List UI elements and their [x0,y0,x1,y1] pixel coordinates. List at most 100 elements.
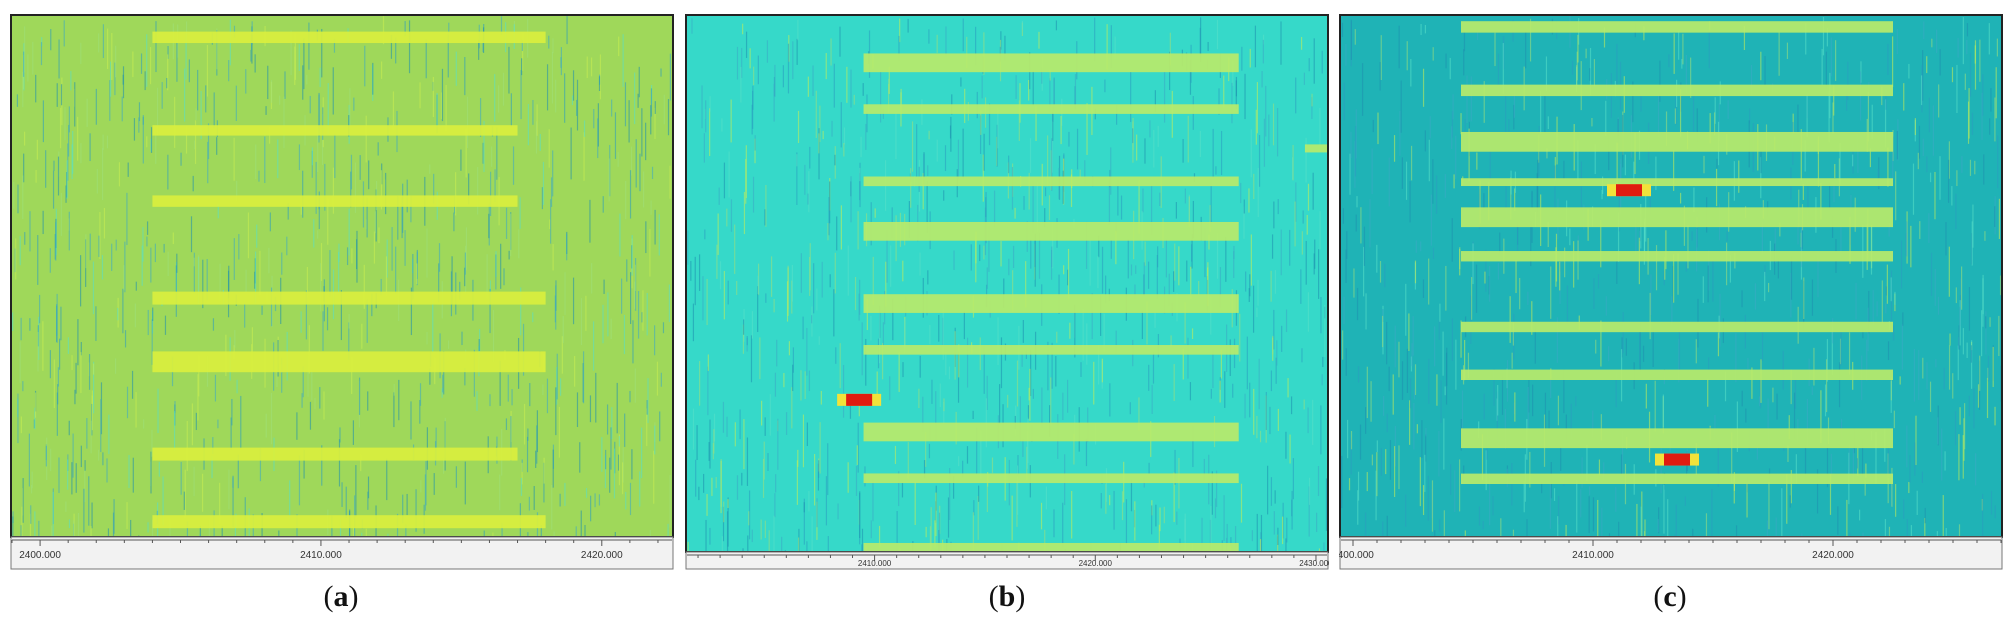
noise-streak [350,171,352,208]
noise-streak [922,172,924,210]
noise-streak [486,254,488,299]
noise-streak [619,213,621,257]
noise-streak [477,167,479,215]
noise-streak [1008,155,1010,174]
noise-streak [1805,23,1807,55]
noise-streak [1056,331,1058,343]
noise-streak [1496,391,1498,441]
noise-streak [902,260,904,282]
noise-streak [1345,249,1347,283]
noise-streak [667,99,670,136]
noise-streak [494,169,496,202]
noise-streak [786,281,789,322]
noise-streak [574,356,576,387]
noise-streak [1249,382,1251,418]
noise-streak [1692,92,1695,132]
signal-band-a-4 [152,291,546,305]
noise-streak [591,263,593,294]
noise-streak [1220,130,1223,176]
noise-streak [234,523,236,536]
noise-streak [1425,434,1427,462]
noise-streak [698,486,700,501]
noise-streak [611,407,613,440]
noise-streak [1356,287,1359,321]
noise-streak [22,71,24,108]
noise-streak [703,473,705,493]
noise-streak [647,378,649,423]
tick-label-a-2: 2410.000 [300,550,342,561]
noise-streak [792,347,794,373]
noise-streak [505,207,508,239]
noise-streak [98,235,100,257]
noise-streak [1616,142,1618,186]
noise-streak [1855,282,1857,320]
noise-streak [1322,356,1324,368]
noise-streak [1532,384,1534,417]
noise-streak [1593,278,1595,309]
noise-streak [45,446,47,467]
noise-streak [1966,342,1968,359]
noise-streak [1055,20,1058,31]
noise-streak [654,325,656,356]
noise-streak [759,337,761,380]
noise-streak [1207,41,1209,52]
noise-streak [1062,170,1064,204]
noise-streak [155,131,157,164]
noise-streak [1101,246,1104,294]
noise-streak [889,376,891,401]
noise-streak [1575,396,1577,407]
noise-streak [254,54,256,73]
noise-streak [785,412,788,435]
noise-streak [1100,493,1102,509]
noise-streak [985,191,987,244]
noise-streak [736,280,738,295]
signal-band-c-2 [1461,84,1893,97]
noise-streak [1959,407,1961,425]
noise-streak [1028,80,1030,101]
noise-streak [1452,94,1454,120]
noise-streak [1679,192,1682,204]
noise-streak [1343,296,1345,324]
noise-streak [502,72,505,106]
noise-streak [361,532,363,536]
noise-streak [38,520,40,536]
noise-streak [1105,483,1107,514]
noise-streak [962,18,964,52]
noise-streak [45,150,47,188]
noise-streak [694,256,696,306]
noise-streak [1422,485,1425,516]
noise-streak [625,180,627,220]
noise-streak [122,288,124,334]
noise-streak [429,164,431,174]
noise-streak [701,85,703,129]
noise-streak [1789,495,1791,508]
noise-streak [1068,131,1070,147]
noise-streak [66,160,68,199]
noise-streak [1289,229,1291,266]
noise-streak [71,462,73,495]
noise-streak [207,141,209,184]
noise-streak [1044,529,1046,551]
noise-streak [1163,71,1166,123]
noise-streak [997,107,999,149]
noise-streak [763,441,765,480]
noise-streak [1184,513,1186,551]
noise-streak [978,485,980,502]
noise-streak [1169,32,1171,66]
noise-streak [1741,390,1743,407]
noise-streak [1511,463,1513,506]
noise-streak [114,62,116,96]
signal-band-c-9 [1461,428,1893,449]
noise-streak [802,316,804,340]
noise-streak [716,244,718,279]
noise-streak [1253,388,1255,435]
noise-streak [1476,31,1479,41]
noise-streak [1405,283,1407,336]
noise-streak [585,295,587,331]
noise-streak [639,153,641,192]
noise-streak [1343,82,1345,121]
signal-band-c-4 [1461,178,1893,187]
noise-streak [1070,174,1073,208]
noise-streak [904,318,906,354]
noise-streak [1959,300,1961,346]
